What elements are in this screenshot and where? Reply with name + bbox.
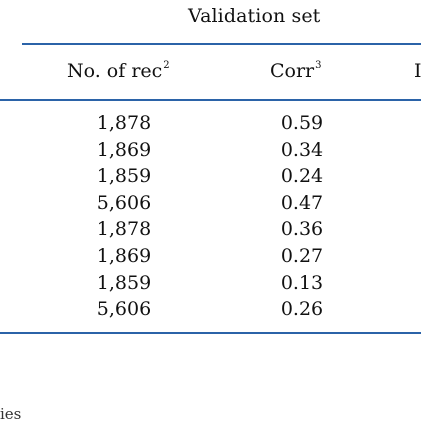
column-header-truncated: I [414,60,421,82]
cell-corr: 0.13 [280,271,324,294]
top-rule [22,43,421,45]
cell-corr: 0.26 [280,298,324,321]
cell-records: 5,606 [96,191,152,214]
cell-corr: 0.27 [280,245,324,267]
table-group-title: Validation set [188,5,321,27]
cell-records: 5,606 [96,298,152,321]
bottom-rule [0,332,421,334]
cell-corr: 0.24 [280,165,324,188]
footer-text-fragment: ies [0,405,22,423]
cell-corr: 0.34 [280,138,324,161]
cell-records: 1,869 [96,245,152,267]
cell-corr: 0.47 [280,191,324,214]
cell-records: 1,878 [96,112,152,134]
footnote-marker: 3 [315,60,322,71]
cell-records: 1,869 [96,138,152,161]
column-header-records: No. of rec2 [67,60,170,82]
header-label: Corr [270,60,315,82]
header-rule [0,99,421,101]
header-label: No. of rec [67,60,163,82]
cell-records: 1,859 [96,165,152,188]
cell-records: 1,859 [96,271,152,294]
cell-records: 1,878 [96,218,152,241]
footnote-marker: 2 [163,60,170,71]
column-header-corr: Corr3 [270,60,322,82]
cell-corr: 0.59 [280,112,324,134]
cell-corr: 0.36 [280,218,324,241]
